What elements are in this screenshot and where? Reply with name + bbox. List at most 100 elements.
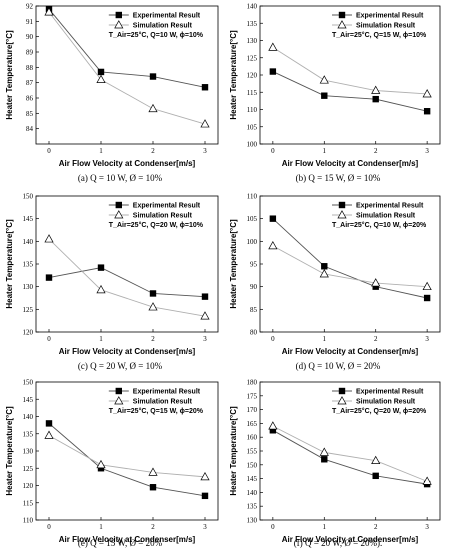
y-tick-label: 130 xyxy=(23,448,34,456)
simulation-point xyxy=(422,281,432,291)
experimental-point xyxy=(321,92,328,99)
y-tick-label: 125 xyxy=(23,306,34,314)
condition-label: T_Air=25°C, Q=10 W, ϕ=10% xyxy=(109,31,204,39)
y-tick-label: 90 xyxy=(26,33,34,41)
x-tick-label: 2 xyxy=(374,147,378,155)
experimental-line xyxy=(272,218,428,299)
y-tick-label: 85 xyxy=(26,110,34,118)
legend-simulation-marker xyxy=(114,20,124,29)
y-tick-label: 100 xyxy=(247,238,258,246)
simulation-point xyxy=(422,89,432,98)
y-tick-label: 135 xyxy=(247,20,258,28)
y-tick-label: 145 xyxy=(23,396,34,404)
panel-caption: (c) Q = 20 W, Ø = 10% xyxy=(78,361,163,371)
y-tick-label: 105 xyxy=(247,123,258,131)
legend-simulation-label: Simulation Result xyxy=(356,399,416,406)
experimental-line xyxy=(48,267,206,298)
x-tick-label: 2 xyxy=(151,147,155,155)
legend-simulation-marker xyxy=(337,396,347,405)
experimental-point xyxy=(423,294,431,302)
experimental-point xyxy=(269,215,277,222)
legend-simulation-marker xyxy=(337,20,347,29)
chart-panel-3: 80 85 90 95 100 105 110 0 1 2 3 Air Flow Velocity a… xyxy=(229,193,441,371)
experimental-point xyxy=(97,264,105,271)
simulation-point xyxy=(319,269,329,278)
y-axis-label: Heater Temperature[°C] xyxy=(229,219,238,309)
y-tick-label: 85 xyxy=(250,306,258,314)
panel-caption: (b) Q = 15 W, Ø = 10% xyxy=(296,173,381,183)
y-tick-label: 120 xyxy=(247,72,258,80)
y-tick-label: 88 xyxy=(26,64,34,72)
condition-label: T_Air=25°C, Q=15 W, ϕ=20% xyxy=(109,407,204,415)
legend-simulation-label: Simulation Result xyxy=(133,399,193,406)
y-tick-label: 100 xyxy=(247,141,258,149)
experimental-point xyxy=(372,95,379,103)
simulation-line xyxy=(272,245,428,288)
x-tick-label: 0 xyxy=(47,523,51,531)
condition-label: T_Air=25°C, Q=10 W, ϕ=20% xyxy=(332,221,427,229)
legend-simulation-marker xyxy=(114,396,124,405)
simulation-point xyxy=(44,7,54,16)
y-tick-label: 140 xyxy=(247,3,258,11)
x-tick-label: 1 xyxy=(323,147,327,155)
y-tick-label: 110 xyxy=(23,517,34,525)
y-tick-label: 125 xyxy=(23,465,34,473)
x-tick-label: 1 xyxy=(99,335,103,343)
simulation-point xyxy=(96,284,106,294)
y-tick-label: 110 xyxy=(247,106,258,114)
y-tick-label: 115 xyxy=(23,499,34,507)
simulation-point xyxy=(371,455,381,465)
x-tick-label: 0 xyxy=(47,147,51,155)
experimental-point xyxy=(372,283,379,290)
legend-experimental-label: Experimental Result xyxy=(133,13,201,20)
simulation-line xyxy=(48,11,206,125)
chart-panel-1: 100 105 110 115 120 125 130 135 140 0 1 2 3 Air Flow … xyxy=(229,3,441,183)
y-axis-label: Heater Temperature[°C] xyxy=(5,406,14,496)
simulation-point xyxy=(268,42,278,51)
simulation-point xyxy=(148,103,158,113)
simulation-point xyxy=(148,302,158,311)
x-tick-label: 1 xyxy=(323,523,327,531)
experimental-line xyxy=(272,71,428,112)
x-tick-label: 2 xyxy=(151,335,155,343)
x-axis-label: Air Flow Velocity at Condenser[m/s] xyxy=(59,159,196,168)
y-tick-label: 135 xyxy=(23,430,34,438)
simulation-point xyxy=(96,459,106,469)
simulation-line xyxy=(272,47,428,95)
simulation-point xyxy=(148,467,158,476)
y-tick-label: 84 xyxy=(26,125,34,133)
x-axis-label: Air Flow Velocity at Condenser[m/s] xyxy=(282,347,419,356)
y-tick-label: 130 xyxy=(247,37,258,45)
simulation-point xyxy=(200,471,210,481)
y-tick-label: 180 xyxy=(247,379,258,387)
experimental-point xyxy=(372,472,379,480)
experimental-point xyxy=(269,427,277,434)
legend-experimental-label: Experimental Result xyxy=(356,389,424,396)
legend-simulation-marker xyxy=(337,210,347,219)
x-tick-label: 3 xyxy=(203,335,207,343)
experimental-point xyxy=(149,73,157,80)
condition-label: T_Air=25°C, Q=20 W, ϕ=10% xyxy=(109,221,204,229)
experimental-point xyxy=(45,420,53,427)
x-tick-label: 3 xyxy=(425,523,429,531)
x-tick-label: 2 xyxy=(374,523,378,531)
y-tick-label: 115 xyxy=(247,89,258,97)
legend-simulation-label: Simulation Result xyxy=(356,213,416,220)
legend-experimental-marker xyxy=(115,387,122,395)
y-tick-label: 165 xyxy=(247,420,258,428)
experimental-point xyxy=(201,492,209,500)
y-tick-label: 125 xyxy=(247,54,258,62)
simulation-line xyxy=(272,425,428,482)
experimental-line xyxy=(48,423,206,497)
y-tick-label: 140 xyxy=(23,413,34,421)
x-tick-label: 2 xyxy=(374,335,378,343)
x-axis-label: Air Flow Velocity at Condenser[m/s] xyxy=(59,347,196,356)
y-axis-label: Heater Temperature[°C] xyxy=(229,406,238,496)
x-tick-label: 1 xyxy=(99,523,103,531)
simulation-line xyxy=(48,435,206,478)
legend-simulation-label: Simulation Result xyxy=(133,213,193,220)
panel-caption: (d) Q = 10 W, Ø = 20% xyxy=(296,361,381,371)
legend-experimental-label: Experimental Result xyxy=(356,13,424,20)
y-axis-label: Heater Temperature[°C] xyxy=(5,30,14,120)
experimental-point xyxy=(45,274,53,281)
